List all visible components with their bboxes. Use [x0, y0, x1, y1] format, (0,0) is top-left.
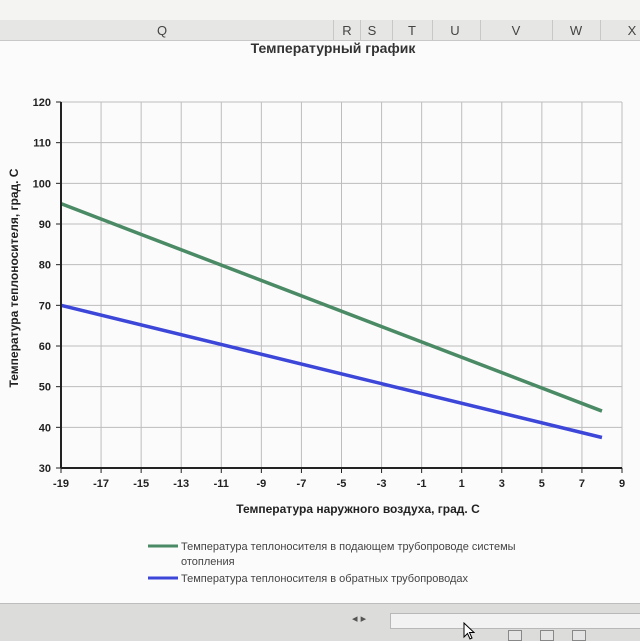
column-header-q[interactable]: Q: [156, 23, 168, 38]
axes: [56, 101, 623, 473]
y-tick-label: 80: [39, 260, 51, 272]
column-header-r[interactable]: R: [342, 23, 352, 38]
series-lines: [60, 202, 603, 440]
column-header-t[interactable]: T: [408, 23, 416, 38]
normal-view-icon[interactable]: [508, 630, 522, 641]
column-header-bar: Q R S T U V W X: [0, 20, 640, 41]
page-layout-icon[interactable]: [540, 630, 554, 641]
x-tick-label: -5: [337, 478, 347, 490]
legend: Температура теплоносителя в подающем тру…: [148, 541, 516, 585]
x-tick-label: 9: [619, 478, 625, 490]
y-tick-label: 120: [33, 97, 51, 109]
chart[interactable]: Температурный график -19 -17 -15 -13 -11 -9 -7…: [0, 41, 640, 603]
y-tick-label: 110: [33, 138, 51, 150]
column-header-v[interactable]: V: [511, 23, 521, 38]
y-tick-label: 30: [39, 463, 51, 475]
y-tick-label: 90: [39, 219, 51, 231]
y-tick-label: 100: [33, 178, 51, 190]
series-line-supply: [60, 202, 603, 413]
column-divider[interactable]: [333, 20, 334, 40]
x-tick-label: -19: [53, 478, 69, 490]
column-divider[interactable]: [600, 20, 601, 40]
column-header-w[interactable]: W: [569, 23, 583, 38]
x-tick-label: 5: [539, 478, 545, 490]
column-header-u[interactable]: U: [450, 23, 460, 38]
grid: [60, 101, 623, 469]
x-tick-label: -3: [377, 478, 387, 490]
x-tick-label: 1: [459, 478, 465, 490]
x-tick-label: -15: [133, 478, 149, 490]
column-header-s[interactable]: S: [367, 23, 377, 38]
x-tick-label: -1: [417, 478, 427, 490]
chart-title: Температурный график: [251, 41, 417, 56]
x-tick-label: -13: [173, 478, 189, 490]
column-divider[interactable]: [392, 20, 393, 40]
spreadsheet-area[interactable]: Температурный график -19 -17 -15 -13 -11 -9 -7…: [0, 41, 640, 603]
legend-label-supply: Температура теплоносителя в подающем тру…: [181, 541, 516, 553]
series-line-return: [60, 303, 603, 440]
y-axis-label: Температура теплоносителя, град. С: [7, 168, 21, 387]
x-axis-label: Температура наружного воздуха, град. С: [236, 502, 480, 516]
x-tick-label: -9: [256, 478, 266, 490]
y-tick-label: 60: [39, 341, 51, 353]
page-break-icon[interactable]: [572, 630, 586, 641]
column-divider[interactable]: [360, 20, 361, 40]
column-divider[interactable]: [552, 20, 553, 40]
y-tick-label: 70: [39, 300, 51, 312]
horizontal-scrollbar[interactable]: [390, 613, 640, 629]
legend-label-supply-cont: отопления: [181, 556, 235, 568]
legend-label-return: Температура теплоносителя в обратных тру…: [181, 573, 469, 585]
mouse-pointer-icon: [463, 622, 475, 640]
x-tick-label: 3: [499, 478, 505, 490]
x-tick-label: -17: [93, 478, 109, 490]
column-divider[interactable]: [432, 20, 433, 40]
x-tick-label: -7: [297, 478, 307, 490]
y-tick-label: 50: [39, 382, 51, 394]
column-header-x[interactable]: X: [627, 23, 637, 38]
sheet-nav-arrows-icon[interactable]: ◂ ▸: [352, 613, 367, 625]
sheet-bottom-bar: ◂ ▸: [0, 603, 640, 641]
y-tick-label: 40: [39, 422, 51, 434]
x-tick-label: 7: [579, 478, 585, 490]
x-tick-label: -11: [214, 478, 229, 490]
column-divider[interactable]: [480, 20, 481, 40]
tick-labels: -19 -17 -15 -13 -11 -9 -7 -5 -3 -1 1 3 5 7 93040506070…: [33, 97, 625, 490]
